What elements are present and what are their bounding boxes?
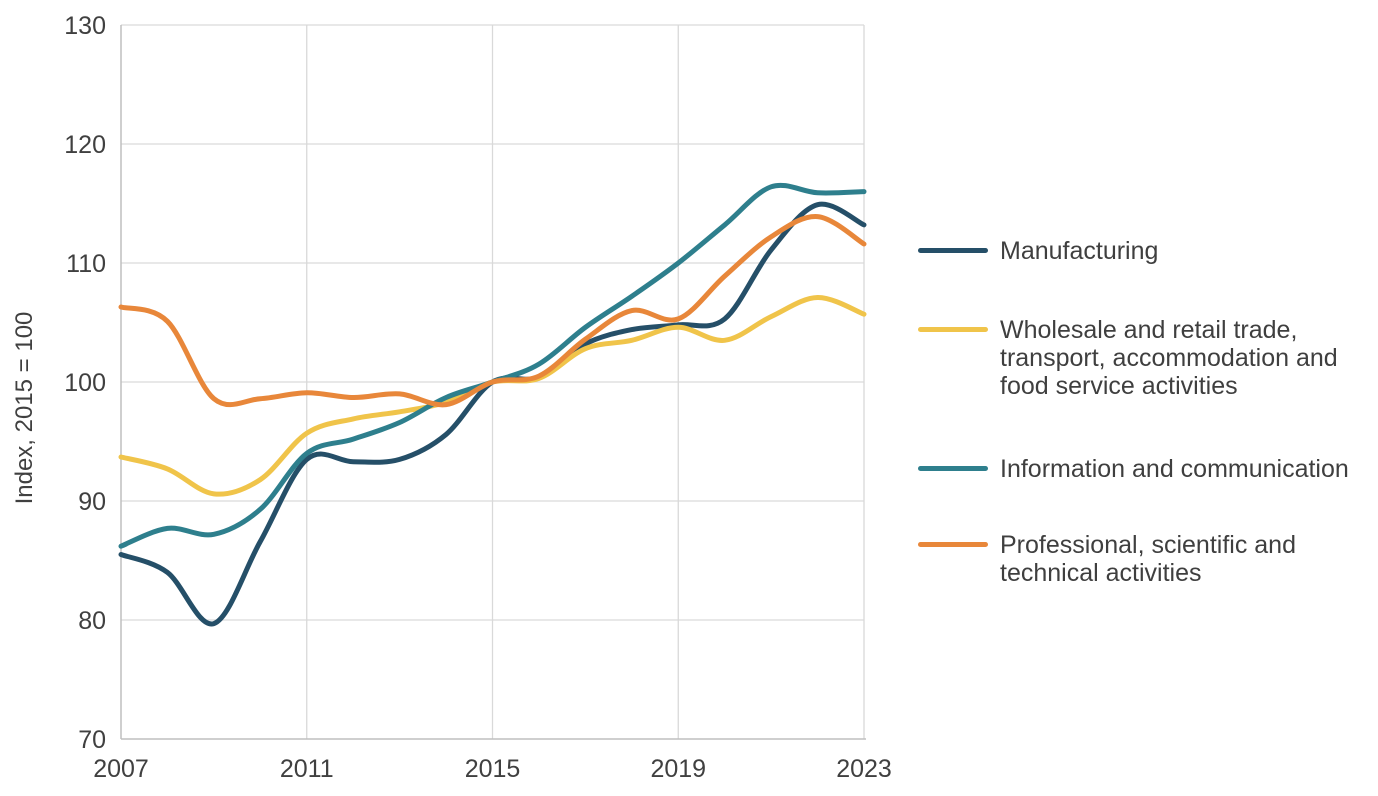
legend-label-professional: Professional, scientific and technical a… [1000, 531, 1296, 587]
x-tick-label: 2007 [93, 755, 149, 783]
x-tick-label: 2019 [650, 755, 706, 783]
legend-swatch-information [918, 466, 988, 471]
gridlines [121, 24, 865, 739]
legend-label-wholesale: Wholesale and retail trade, transport, a… [1000, 316, 1338, 400]
x-tick-label: 2023 [836, 755, 892, 783]
legend-item-professional: Professional, scientific and technical a… [918, 531, 1378, 587]
legend: Manufacturing Wholesale and retail trade… [918, 0, 1378, 796]
y-tick-label: 120 [64, 131, 106, 159]
y-tick-label: 100 [64, 369, 106, 397]
y-axis-title: Index, 2015 = 100 [11, 312, 38, 505]
legend-swatch-professional [918, 542, 988, 547]
axes [120, 25, 866, 740]
y-tick-label: 70 [78, 726, 106, 754]
axis-tick-labels: 70 80 90 100 110 120 130 2007 2011 2015 2019 2023 [64, 12, 892, 783]
x-tick-label: 2015 [465, 755, 521, 783]
y-tick-label: 80 [78, 607, 106, 635]
y-tick-label: 90 [78, 488, 106, 516]
x-tick-label: 2011 [280, 755, 334, 783]
series-line-professional [118, 214, 867, 408]
legend-swatch-wholesale [918, 327, 988, 332]
legend-label-manufacturing: Manufacturing [1000, 237, 1159, 265]
legend-item-wholesale: Wholesale and retail trade, transport, a… [918, 316, 1378, 400]
legend-item-manufacturing: Manufacturing [918, 237, 1378, 265]
legend-swatch-manufacturing [918, 248, 988, 253]
legend-label-information: Information and communication [1000, 455, 1349, 483]
y-tick-label: 130 [64, 12, 106, 40]
y-tick-label: 110 [66, 250, 106, 278]
series-lines [118, 182, 867, 627]
legend-item-information: Information and communication [918, 455, 1378, 483]
